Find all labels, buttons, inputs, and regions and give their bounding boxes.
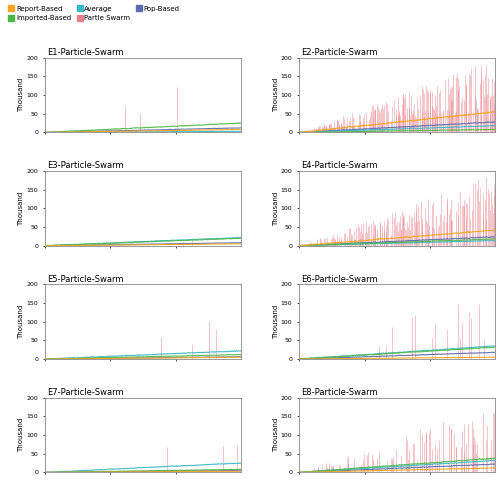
Text: E5-Particle-Swarm: E5-Particle-Swarm bbox=[47, 275, 124, 284]
Y-axis label: Thousand: Thousand bbox=[18, 191, 24, 226]
Y-axis label: Thousand: Thousand bbox=[272, 191, 278, 226]
Text: E2-Particle-Swarm: E2-Particle-Swarm bbox=[302, 48, 378, 57]
Y-axis label: Thousand: Thousand bbox=[272, 78, 278, 112]
Y-axis label: Thousand: Thousand bbox=[18, 418, 24, 452]
Text: E6-Particle-Swarm: E6-Particle-Swarm bbox=[302, 275, 378, 284]
Legend: Report-Based, Imported-Based, Average, Partle Swarm, Pop-Based: Report-Based, Imported-Based, Average, P… bbox=[8, 6, 179, 21]
Text: E1-Particle-Swarm: E1-Particle-Swarm bbox=[47, 48, 124, 57]
Text: E3-Particle-Swarm: E3-Particle-Swarm bbox=[47, 161, 124, 170]
Y-axis label: Thousand: Thousand bbox=[18, 78, 24, 112]
Text: E4-Particle-Swarm: E4-Particle-Swarm bbox=[302, 161, 378, 170]
Text: E7-Particle-Swarm: E7-Particle-Swarm bbox=[47, 388, 124, 397]
Text: E8-Particle-Swarm: E8-Particle-Swarm bbox=[302, 388, 378, 397]
Y-axis label: Thousand: Thousand bbox=[272, 305, 278, 339]
Y-axis label: Thousand: Thousand bbox=[272, 418, 278, 452]
Y-axis label: Thousand: Thousand bbox=[18, 305, 24, 339]
